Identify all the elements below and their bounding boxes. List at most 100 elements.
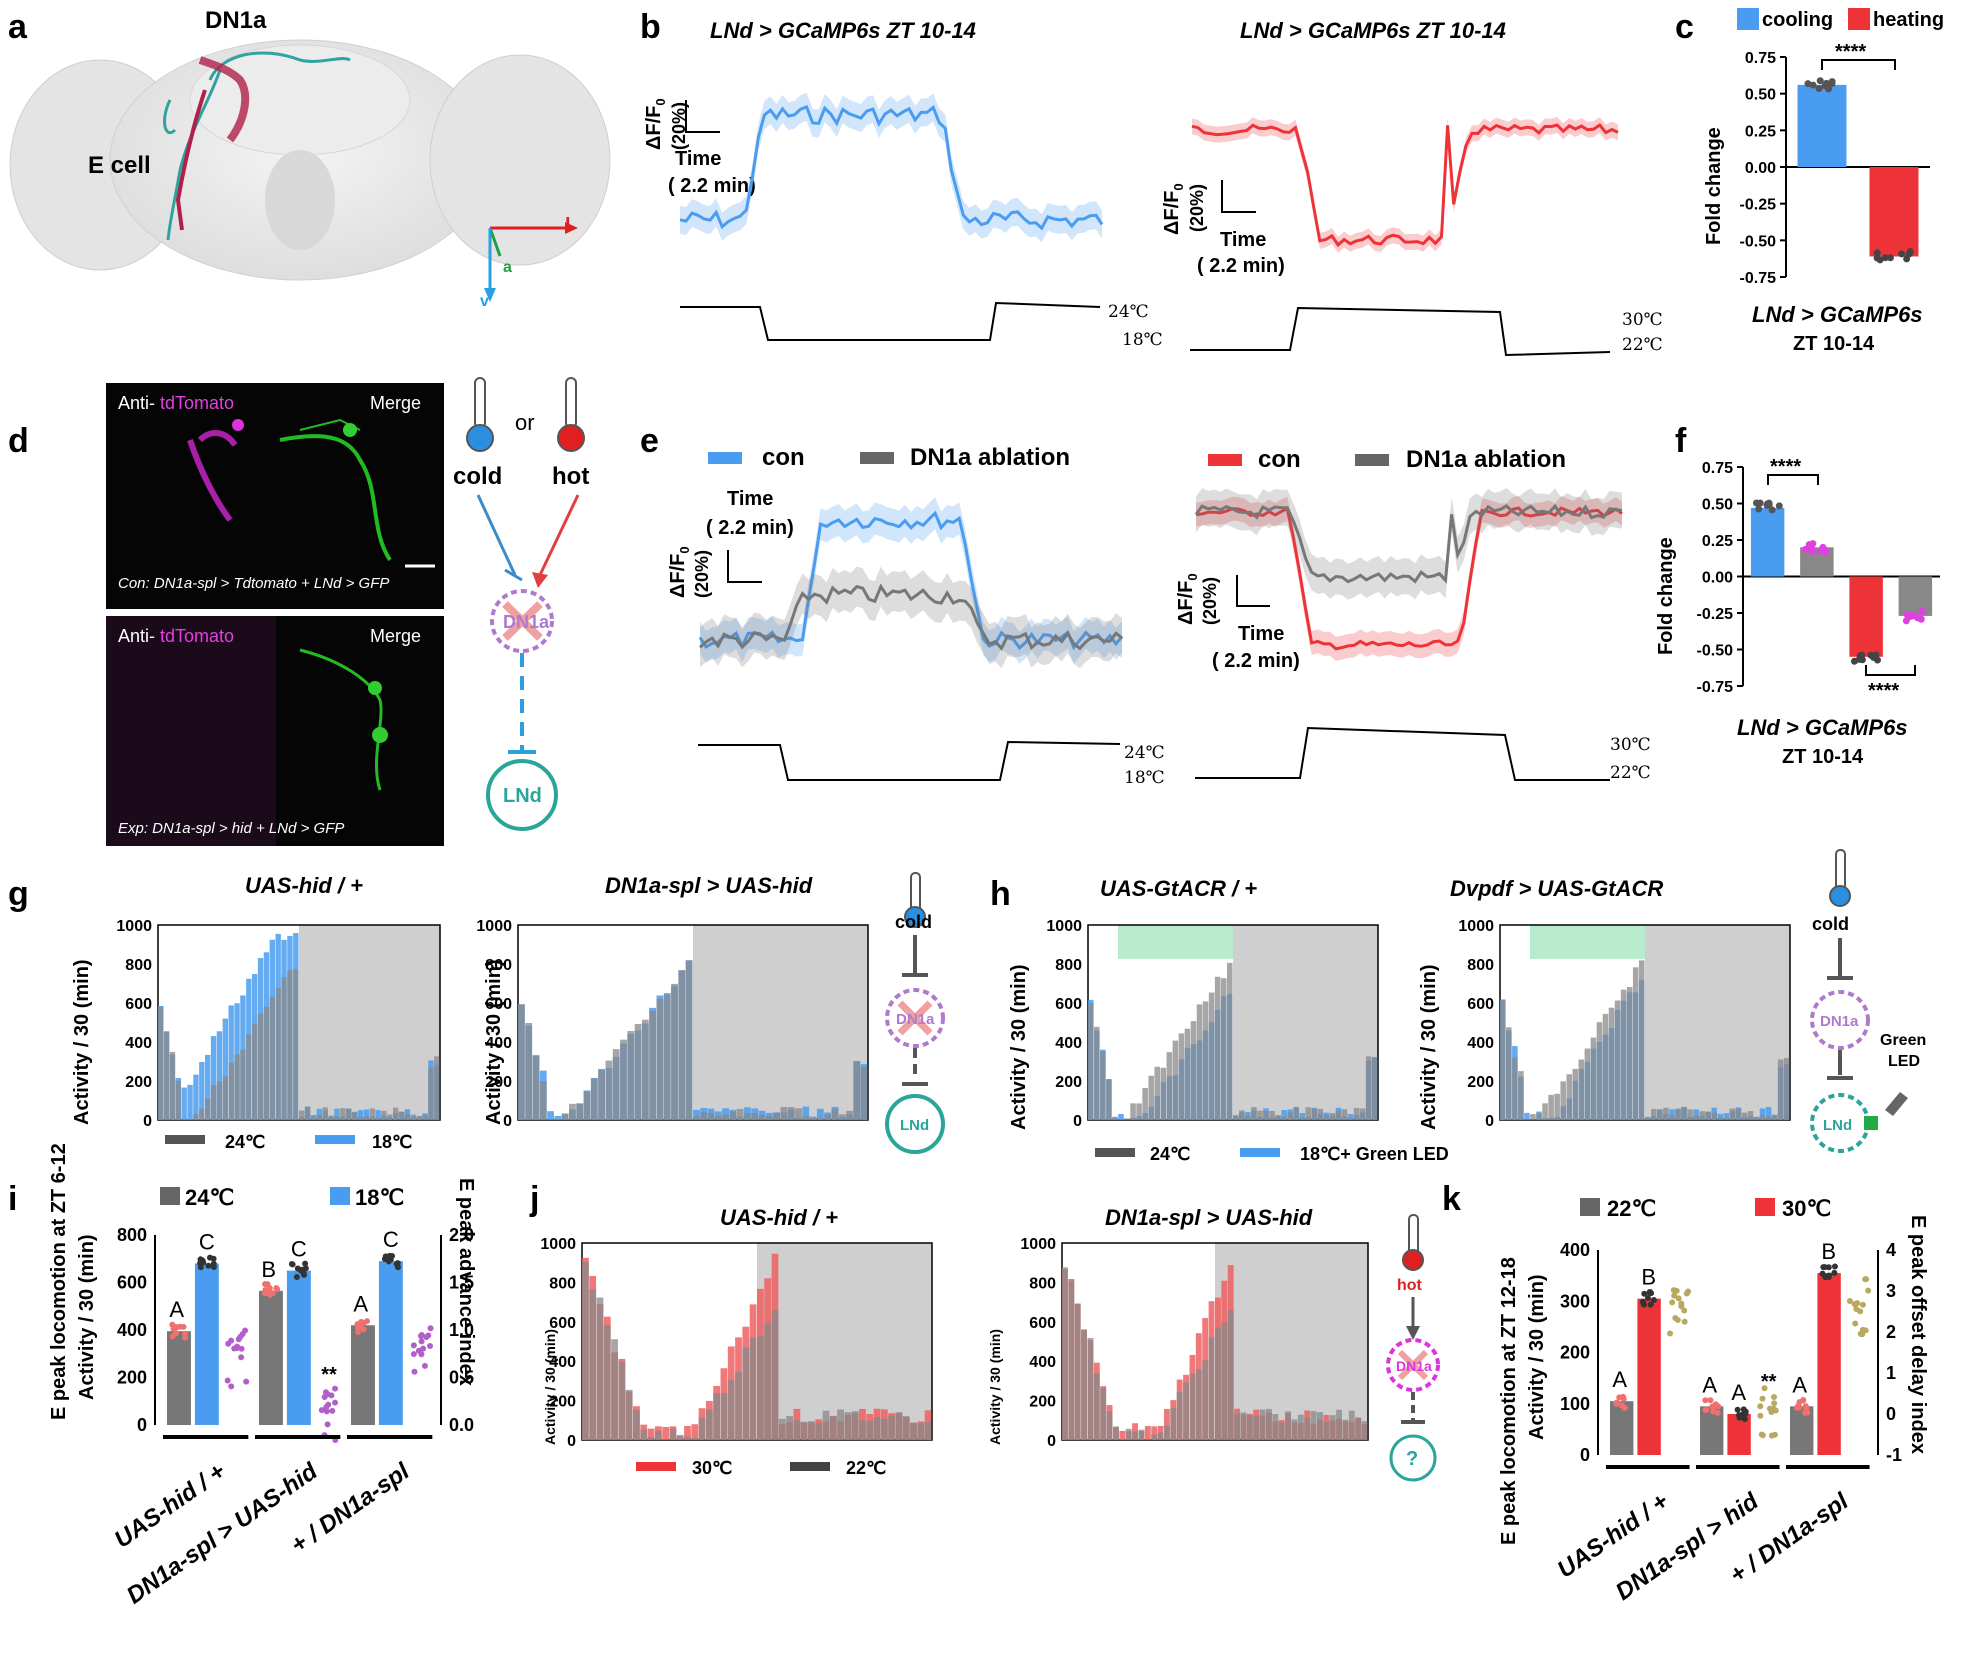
c-caption2: ZT 10-14 — [1793, 333, 1875, 355]
g-right-bar-a — [765, 1116, 773, 1120]
h-left-bar-a — [1124, 1118, 1130, 1120]
i-tick-label: 800 — [117, 1225, 147, 1245]
g-right-bar-a — [816, 1117, 824, 1120]
c-legend-heat: heating — [1873, 9, 1944, 31]
i-sig: ** — [321, 1364, 337, 1386]
c-point — [1816, 77, 1824, 85]
g-right-bar-a — [846, 1110, 853, 1120]
f-point — [1765, 499, 1773, 507]
g-left-bar-a — [263, 1006, 270, 1120]
k-index-point — [1672, 1315, 1679, 1322]
h-led: LED — [1888, 1053, 1920, 1070]
h-left-bar-a — [1184, 1028, 1191, 1120]
h-right-bar-a — [1741, 1112, 1748, 1120]
g-left-bar-a — [322, 1107, 328, 1120]
j-right-tick-label: 1000 — [1020, 1236, 1056, 1253]
j-right-bar-a — [1253, 1415, 1260, 1440]
h-right-bar-a — [1657, 1109, 1663, 1120]
j-right-bar-a — [1195, 1369, 1202, 1440]
j-right-bar-a — [1157, 1432, 1164, 1440]
j-left-bar-a — [866, 1420, 874, 1440]
j-left-bar-a — [633, 1410, 640, 1440]
j-left-bar-a — [640, 1429, 648, 1440]
c-sig: **** — [1835, 41, 1866, 63]
i-point-a — [262, 1281, 269, 1288]
g-right-bar-a — [751, 1113, 759, 1120]
h-title-right: Dvpdf > UAS-GtACR — [1450, 876, 1663, 901]
h-right-bar-a — [1765, 1116, 1772, 1120]
g-right-bar-a — [598, 1070, 605, 1120]
j-left-bar-a — [757, 1336, 764, 1440]
c-caption1: LNd > GCaMP6s — [1752, 302, 1923, 327]
b-trace-heating — [1191, 117, 1619, 253]
h-left-bar-b — [1347, 1113, 1354, 1120]
e-ablation-heating-band — [1196, 488, 1622, 600]
h-right-bar-a — [1705, 1111, 1711, 1120]
j-right-bar-a — [1093, 1373, 1100, 1440]
panel-label-i: i — [8, 1180, 17, 1218]
g-left-bar-b — [199, 1061, 205, 1120]
panel-label-j: j — [529, 1180, 539, 1218]
j-left-bar-a — [647, 1437, 655, 1440]
j-left-bar-a — [822, 1410, 830, 1440]
h-right-bar-a — [1729, 1108, 1736, 1120]
g-right-bar-b — [554, 1115, 562, 1120]
g-left-tick-label: 0 — [143, 1113, 152, 1130]
h-right-bar-a — [1632, 967, 1639, 1120]
e-pct-left: (20%) — [692, 550, 712, 598]
e-time-val-left: ( 2.2 min) — [706, 517, 794, 539]
h-right-bar-a — [1596, 1022, 1603, 1120]
h-left-bar-b — [1281, 1109, 1287, 1120]
h-lnd: LNd — [1823, 1117, 1852, 1134]
j-left-bar-a — [698, 1417, 706, 1440]
g-right-bar-a — [714, 1115, 722, 1120]
b-dff-right: ΔF/F0 — [1161, 183, 1186, 235]
e-con-left: con — [762, 444, 805, 471]
b-temp-left-lo: 18℃ — [1122, 330, 1163, 350]
j-right-bar-a — [1068, 1280, 1075, 1440]
panel-k: k 22℃ 30℃ 400300200100043210-1ABUAS-hid … — [1442, 1180, 1929, 1606]
b-title-right: LNd > GCaMP6s ZT 10-14 — [1240, 18, 1506, 43]
f-bar — [1898, 576, 1933, 616]
panel-d: d Anti- tdTomato Merge Con: DN1a-spl > T… — [8, 377, 589, 846]
j-left-bar-b — [647, 1428, 655, 1440]
i-bar-b — [194, 1263, 219, 1425]
i-index-point — [328, 1392, 335, 1399]
i-index-point — [329, 1407, 336, 1414]
h-right-bar-a — [1699, 1111, 1705, 1120]
h-right-bar-a — [1663, 1107, 1669, 1120]
i-ylabel2: Activity / 30 (min) — [76, 1234, 98, 1400]
g-right-tick-label: 400 — [485, 1035, 512, 1052]
j-left-night-shade — [757, 1243, 932, 1440]
h-right-tick-label: 1000 — [1458, 918, 1494, 935]
j-left-bar-b — [684, 1426, 691, 1440]
c-bar — [1869, 167, 1919, 257]
k-point-a — [1796, 1404, 1803, 1411]
k-sig: ** — [1761, 1371, 1777, 1393]
i-index-point — [323, 1408, 330, 1415]
i-bar-a — [351, 1325, 375, 1425]
k-index-point — [1758, 1431, 1765, 1438]
h-left-tick-label: 1000 — [1046, 918, 1082, 935]
g-dn1a: DN1a — [896, 1011, 935, 1028]
i-index-point — [242, 1327, 249, 1334]
hR-ylab: Activity / 30 (min) — [1418, 964, 1440, 1130]
h-left-bar-a — [1263, 1111, 1269, 1120]
e-temp-right-hi: 30℃ — [1610, 735, 1651, 755]
j-left-bar-a — [859, 1420, 866, 1440]
d-anti-con: Anti- tdTomato — [118, 393, 234, 413]
i-letter-b: C — [291, 1237, 307, 1262]
g-left-bar-a — [375, 1118, 381, 1120]
j-left-bar-a — [764, 1323, 772, 1440]
j-left-bar-a — [589, 1289, 597, 1440]
k-index-point — [1865, 1287, 1872, 1294]
jR-ylab: Activity / 30 (min) — [987, 1329, 1003, 1445]
j-right-bar-a — [1113, 1426, 1119, 1440]
i-point-a — [273, 1285, 280, 1292]
k-legend-a: 22℃ — [1607, 1196, 1656, 1221]
h-right-bar-a — [1771, 1115, 1778, 1120]
i-bar-a — [167, 1331, 191, 1425]
g-left-night-shade — [299, 925, 440, 1120]
